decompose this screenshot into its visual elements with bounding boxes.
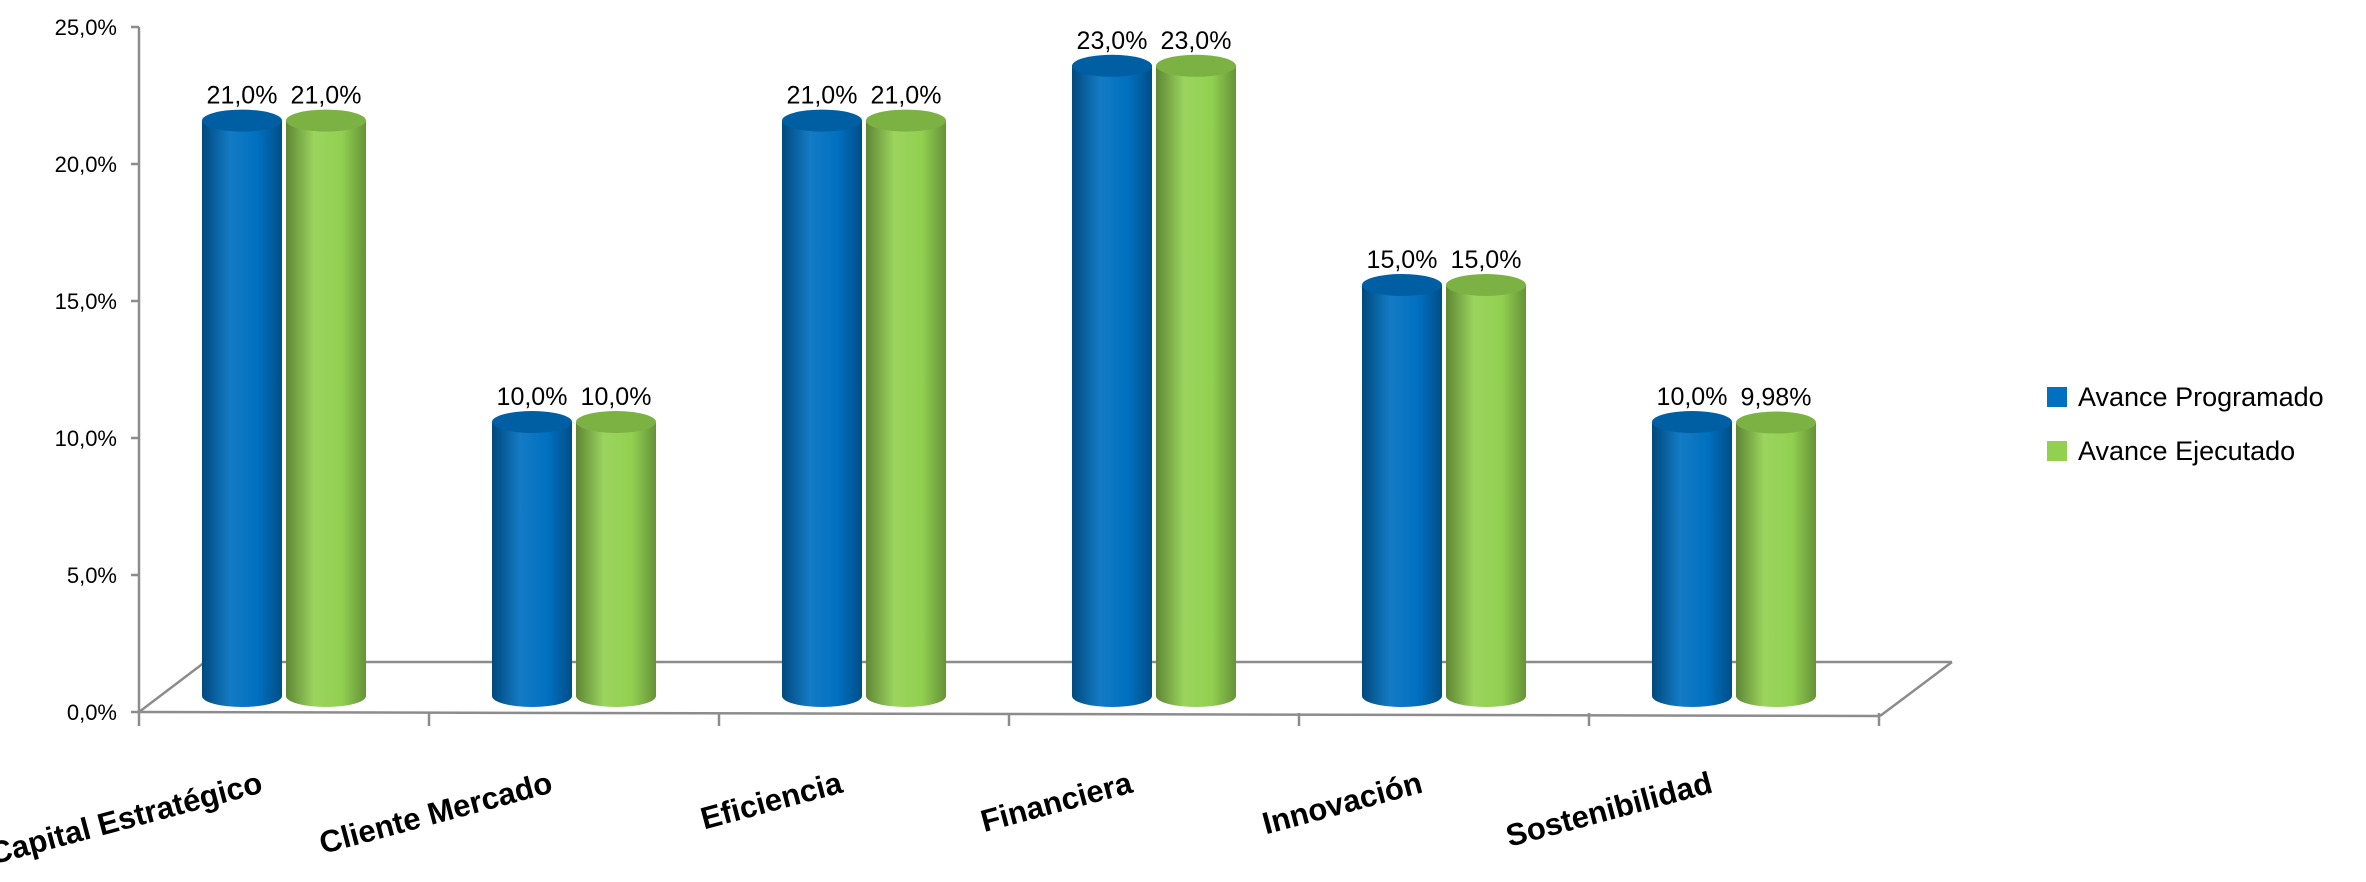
y-tick-label: 5,0% (67, 563, 117, 588)
bar-body (492, 422, 572, 707)
category-label: Financiera (977, 765, 1137, 839)
bar-programado (492, 411, 572, 707)
category-label: Cliente Mercado (315, 765, 555, 861)
data-label: 23,0% (1161, 27, 1232, 55)
bar-body (576, 422, 656, 707)
bar-ejecutado (1156, 54, 1236, 708)
bar-body (1446, 285, 1526, 707)
data-label: 21,0% (871, 82, 942, 110)
bar-ejecutado (1446, 274, 1526, 707)
bar-programado (1652, 411, 1732, 707)
y-tick-label: 15,0% (55, 289, 117, 314)
bar-ejecutado (286, 109, 366, 708)
floor-edge-left (138, 661, 206, 713)
bar-ejecutado (576, 411, 656, 707)
bar-body (782, 120, 862, 708)
data-label: 10,0% (497, 383, 568, 411)
data-label: 10,0% (1657, 383, 1728, 411)
data-label: 21,0% (291, 82, 362, 110)
legend: Avance Programado Avance Ejecutado (2047, 382, 2324, 466)
bar-top-cap (576, 411, 656, 433)
data-label: 10,0% (581, 383, 652, 411)
bar-top-cap (286, 109, 366, 132)
data-label: 9,98% (1741, 384, 1812, 412)
bar-body (866, 120, 946, 708)
bars-group (202, 54, 1816, 708)
bar-body (1736, 422, 1816, 707)
bar-top-cap (1446, 274, 1526, 296)
bar-programado (202, 109, 282, 708)
data-label: 15,0% (1367, 246, 1438, 274)
legend-label: Avance Programado (2078, 382, 2324, 412)
bar-ejecutado (866, 109, 946, 708)
data-label: 15,0% (1451, 246, 1522, 274)
bar-top-cap (492, 411, 572, 433)
bar-programado (782, 109, 862, 708)
bar-top-cap (1736, 411, 1816, 434)
floor-edge-right (1879, 661, 1953, 717)
data-label: 21,0% (207, 82, 278, 110)
bar-programado (1362, 274, 1442, 707)
y-tick-label: 20,0% (55, 152, 117, 177)
legend-label: Avance Ejecutado (2078, 436, 2295, 466)
bar-top-cap (1362, 274, 1442, 296)
bar-body (1156, 65, 1236, 708)
bar-top-cap (1156, 54, 1236, 77)
bar-body (286, 120, 366, 708)
bar-body (1072, 65, 1152, 708)
bar-top-cap (1072, 54, 1152, 77)
data-label: 23,0% (1077, 27, 1148, 55)
data-label: 21,0% (787, 82, 858, 110)
bar-top-cap (866, 109, 946, 132)
y-tick-label: 10,0% (55, 426, 117, 451)
legend-swatch (2047, 387, 2067, 407)
bar-top-cap (782, 109, 862, 132)
y-tick-label: 25,0% (55, 15, 117, 40)
bar-top-cap (202, 109, 282, 132)
category-label: Capital Estratégico (0, 765, 266, 871)
y-tick-label: 0,0% (67, 700, 117, 725)
category-label: Eficiencia (697, 765, 847, 836)
legend-swatch (2047, 441, 2067, 461)
bar-body (1652, 422, 1732, 707)
bar-programado (1072, 54, 1152, 708)
bar-ejecutado (1736, 411, 1816, 707)
category-label: Sostenibilidad (1502, 765, 1716, 854)
bar-body (202, 120, 282, 708)
bar-body (1362, 285, 1442, 707)
category-label: Innovación (1259, 765, 1426, 841)
bar-top-cap (1652, 411, 1732, 433)
